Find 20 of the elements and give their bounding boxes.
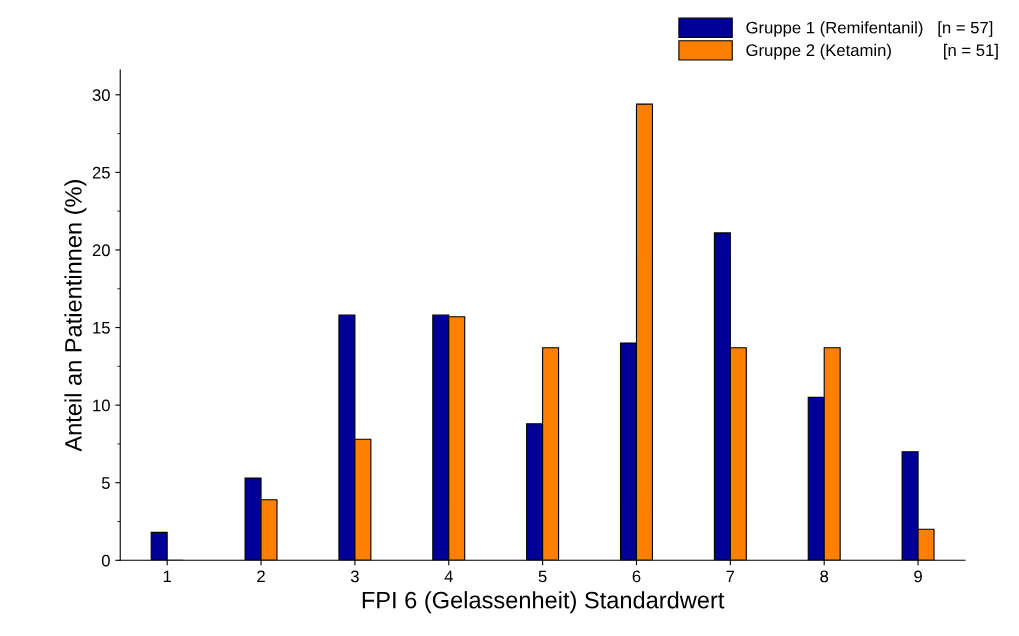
x-tick-label: 6 (632, 570, 641, 583)
y-tick-label: 25 (92, 166, 110, 179)
x-axis-title: FPI 6 (Gelassenheit) Standardwert (362, 591, 725, 614)
x-tick-label: 2 (257, 570, 265, 583)
x-tick-label: 4 (444, 570, 453, 583)
legend-label: Gruppe 1 (Remifentanil) [n = 57] (746, 21, 993, 37)
x-tick-label: 8 (820, 570, 829, 583)
x-tick-label: 5 (538, 570, 547, 583)
y-tick-label: 10 (93, 399, 110, 412)
x-tick-label: 3 (350, 570, 359, 583)
legend-label: Gruppe 2 (Ketamin) [n = 51] (746, 43, 998, 60)
x-tick-label: 1 (163, 570, 171, 583)
y-axis-title: Anteil an Patientinnen (%) (64, 180, 87, 452)
y-tick-label: 5 (101, 477, 110, 489)
y-tick-label: 0 (101, 554, 110, 567)
y-tick-label: 30 (92, 89, 110, 101)
x-tick-label: 7 (726, 570, 735, 583)
y-tick-label: 15 (93, 322, 110, 334)
x-tick-label: 9 (914, 570, 922, 583)
y-tick-label: 20 (92, 244, 110, 257)
